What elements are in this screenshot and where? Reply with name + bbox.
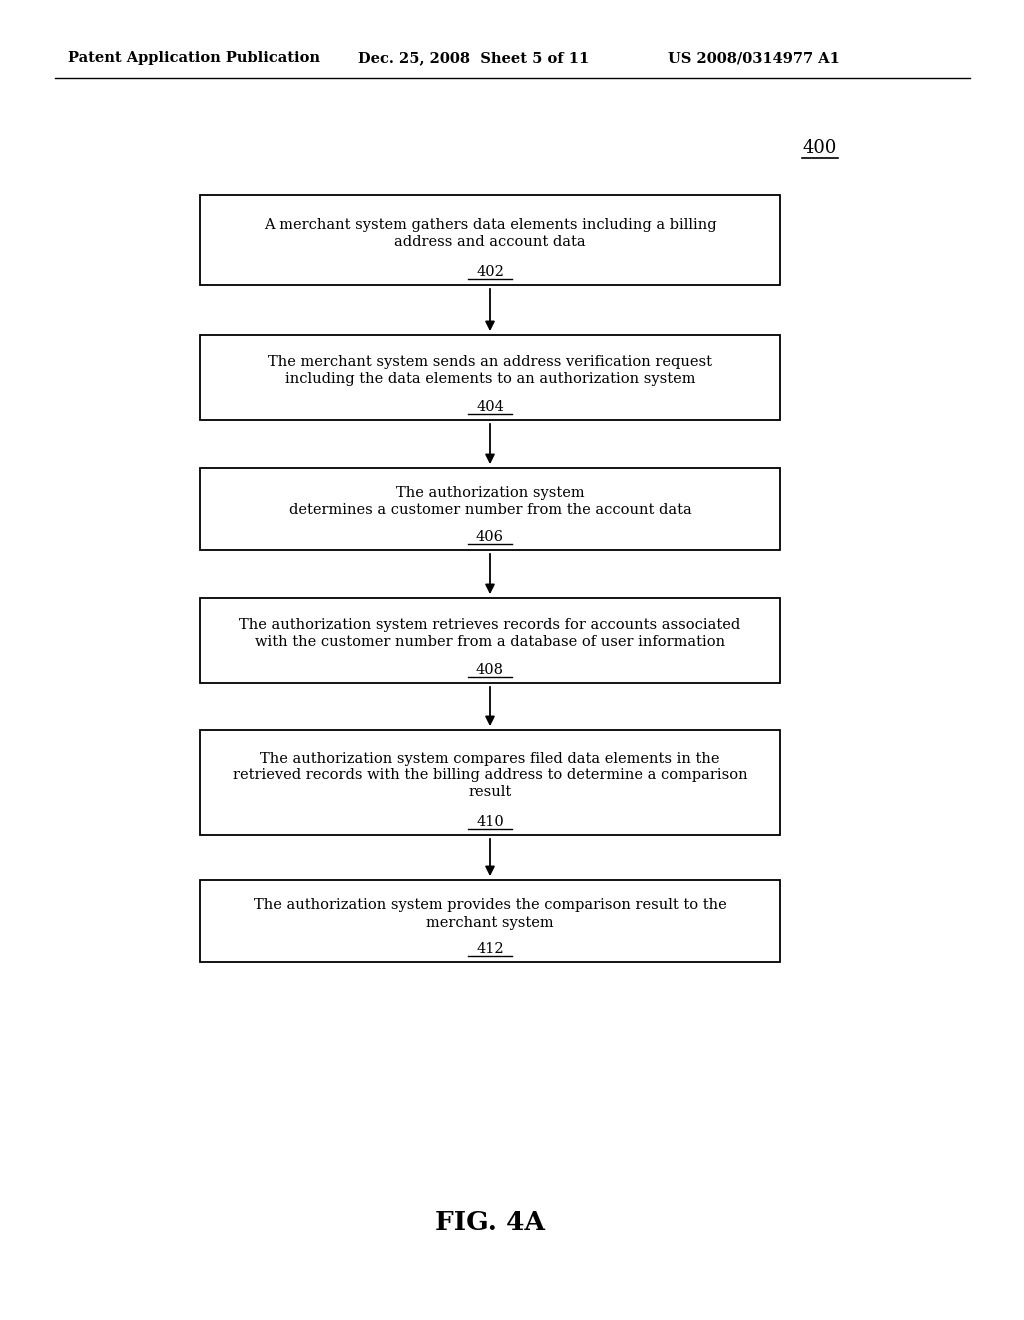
Text: 406: 406 — [476, 531, 504, 544]
Bar — [200, 469, 780, 550]
Text: retrieved records with the billing address to determine a comparison: retrieved records with the billing addre… — [232, 768, 748, 783]
Text: 410: 410 — [476, 814, 504, 829]
Bar — [200, 730, 780, 836]
Text: 404: 404 — [476, 400, 504, 414]
Text: 400: 400 — [803, 139, 838, 157]
Text: determines a customer number from the account data: determines a customer number from the ac… — [289, 503, 691, 517]
Text: The merchant system sends an address verification request: The merchant system sends an address ver… — [268, 355, 712, 370]
Text: including the data elements to an authorization system: including the data elements to an author… — [285, 372, 695, 385]
Text: result: result — [468, 785, 512, 800]
Text: The authorization system retrieves records for accounts associated: The authorization system retrieves recor… — [240, 618, 740, 632]
Bar — [200, 880, 780, 962]
Text: with the customer number from a database of user information: with the customer number from a database… — [255, 635, 725, 649]
Bar — [200, 195, 780, 285]
Text: US 2008/0314977 A1: US 2008/0314977 A1 — [668, 51, 840, 65]
Text: Dec. 25, 2008  Sheet 5 of 11: Dec. 25, 2008 Sheet 5 of 11 — [358, 51, 589, 65]
Text: merchant system: merchant system — [426, 916, 554, 929]
Text: address and account data: address and account data — [394, 235, 586, 248]
Text: A merchant system gathers data elements including a billing: A merchant system gathers data elements … — [264, 218, 717, 231]
Bar — [200, 335, 780, 420]
Text: Patent Application Publication: Patent Application Publication — [68, 51, 319, 65]
Text: 402: 402 — [476, 265, 504, 279]
Bar — [200, 598, 780, 682]
Text: 412: 412 — [476, 942, 504, 956]
Text: The authorization system compares filed data elements in the: The authorization system compares filed … — [260, 751, 720, 766]
Text: 408: 408 — [476, 663, 504, 677]
Text: The authorization system provides the comparison result to the: The authorization system provides the co… — [254, 899, 726, 912]
Text: The authorization system: The authorization system — [395, 487, 585, 500]
Text: FIG. 4A: FIG. 4A — [435, 1209, 545, 1234]
